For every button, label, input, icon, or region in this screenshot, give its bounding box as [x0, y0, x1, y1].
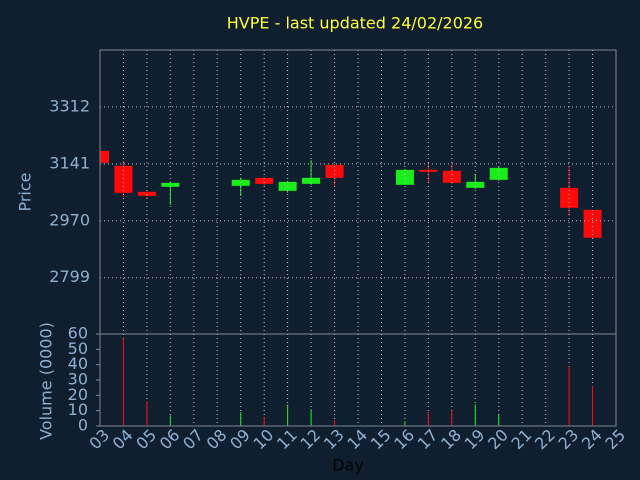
volume-bar	[263, 416, 265, 426]
x-tick-label: 25	[601, 425, 629, 453]
y-tick-label: 20	[68, 385, 88, 404]
y-tick-label: 30	[68, 370, 88, 389]
y-axis-label: Volume (0000)	[37, 322, 56, 440]
candle-body	[395, 169, 414, 185]
volume-bar	[287, 404, 289, 426]
candle-body	[325, 164, 344, 178]
volume-bar	[404, 421, 406, 426]
candle-body	[100, 150, 109, 163]
y-tick-label: 3312	[49, 96, 90, 115]
candle-body	[583, 209, 602, 238]
volume-bar	[568, 366, 570, 426]
candle-body	[114, 165, 133, 193]
y-axis-label: Price	[16, 172, 35, 211]
volume-bar	[146, 401, 148, 426]
chart-title: HVPE - last updated 24/02/2026	[227, 14, 483, 33]
candle-body	[137, 191, 156, 196]
volume-bar	[474, 404, 476, 426]
volume-bar	[169, 415, 171, 426]
volume-bar	[334, 419, 336, 426]
candle-body	[255, 177, 274, 184]
y-tick-label: 2970	[49, 210, 90, 229]
volume-bar	[122, 338, 124, 426]
plot-frame	[99, 49, 617, 335]
y-tick-label: 3141	[49, 153, 90, 172]
y-tick-label: 2799	[49, 267, 90, 286]
candle-body	[489, 167, 508, 180]
x-axis-label: Day	[332, 456, 364, 475]
candle-body	[161, 182, 180, 187]
candle-body	[466, 181, 485, 188]
y-tick-label: 10	[68, 400, 88, 419]
candle-body	[302, 177, 321, 184]
candle-body	[560, 187, 579, 208]
candle-body	[442, 170, 461, 183]
plot-frame	[99, 333, 617, 427]
volume-bar	[240, 412, 242, 426]
volume-bar	[451, 410, 453, 426]
volume-bar	[498, 413, 500, 426]
volume-bar	[592, 386, 594, 426]
y-tick-label: 50	[68, 339, 88, 358]
volume-bar	[427, 412, 429, 426]
volume-bar	[310, 409, 312, 426]
y-tick-label: 0	[78, 416, 88, 435]
y-tick-label: 40	[68, 354, 88, 373]
y-tick-label: 60	[68, 324, 88, 343]
